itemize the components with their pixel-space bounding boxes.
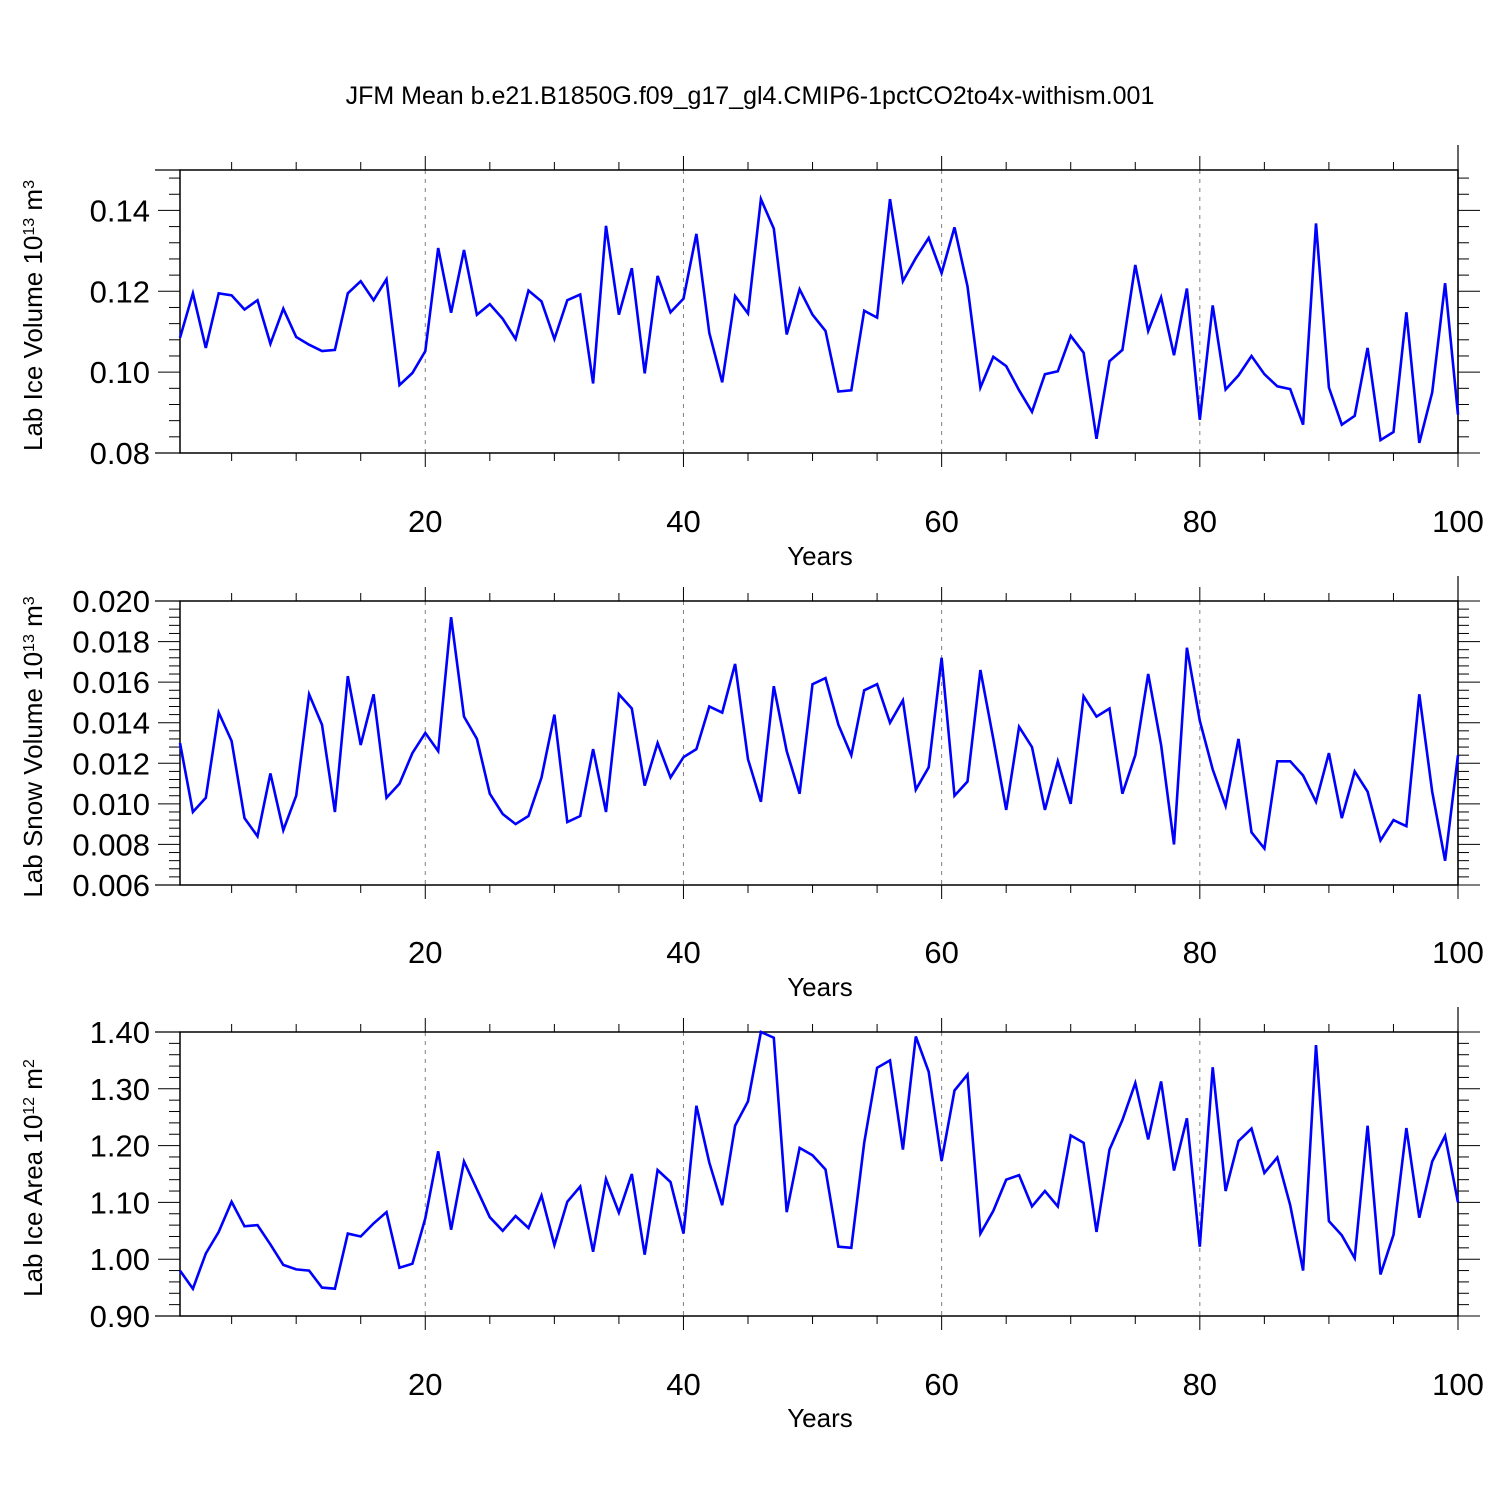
y-tick-label: 0.018 <box>72 625 150 660</box>
y-tick-label: 0.12 <box>90 274 150 309</box>
x-axis-title: Years <box>787 541 853 571</box>
x-tick-label: 100 <box>1432 935 1484 970</box>
x-axis-title: Years <box>787 1403 853 1433</box>
x-tick-label: 60 <box>924 504 958 539</box>
panel-ice-volume: 20 40 60 80 100 0.08 0.10 0.12 0.14 Years Lab Ice … <box>18 145 1484 571</box>
x-tick-label: 40 <box>666 1367 700 1402</box>
x-tick-label: 60 <box>924 1367 958 1402</box>
x-tick-label: 40 <box>666 504 700 539</box>
x-tick-label: 60 <box>924 935 958 970</box>
x-axis-title: Years <box>787 972 853 1002</box>
y-tick-label: 1.10 <box>90 1185 150 1220</box>
plot-frame <box>179 1031 1459 1317</box>
y-axis-title: Lab Snow Volume 1013 m3 <box>18 596 48 897</box>
figure-title: JFM Mean b.e21.B1850G.f09_g17_gl4.CMIP6-… <box>345 82 1155 110</box>
y-tick-label: 0.10 <box>90 355 150 390</box>
plot-frame <box>179 169 1459 454</box>
y-tick-label: 1.40 <box>90 1015 150 1050</box>
x-tick-label: 100 <box>1432 1367 1484 1402</box>
y-tick-label: 0.010 <box>72 787 150 822</box>
series-line-ice-volume <box>178 194 1460 444</box>
x-tick-label: 20 <box>408 935 442 970</box>
panel-snow-volume: 20 40 60 80 100 0.006 0.008 0.010 0.012 0.014 0.01… <box>18 576 1484 1002</box>
x-tick-label: 80 <box>1183 935 1217 970</box>
y-tick-label: 0.14 <box>90 193 150 228</box>
y-tick-label: 0.08 <box>90 436 150 471</box>
y-tick-label: 1.20 <box>90 1129 150 1164</box>
x-tick-label: 100 <box>1432 504 1484 539</box>
y-tick-label: 0.016 <box>72 665 150 700</box>
x-tick-label: 20 <box>408 504 442 539</box>
panel-ice-area: 20 40 60 80 100 0.90 1.00 1.10 1.20 1.30 1.40 Years… <box>18 1007 1484 1433</box>
y-tick-label: 1.30 <box>90 1072 150 1107</box>
y-tick-label: 0.006 <box>72 868 150 903</box>
x-tick-label: 40 <box>666 935 700 970</box>
y-axis-title: Lab Ice Area 1012 m2 <box>18 1059 48 1297</box>
series-line-ice-area <box>178 1030 1460 1292</box>
y-tick-label: 0.012 <box>72 746 150 781</box>
y-tick-label: 0.020 <box>72 584 150 619</box>
y-tick-label: 1.00 <box>90 1242 150 1277</box>
y-tick-label: 0.014 <box>72 706 150 741</box>
y-axis-title: Lab Ice Volume 1013 m3 <box>18 180 48 451</box>
y-tick-label: 0.90 <box>90 1299 150 1334</box>
y-tick-label: 0.008 <box>72 827 150 862</box>
series-line-snow-volume <box>178 617 1460 861</box>
x-tick-label: 80 <box>1183 504 1217 539</box>
x-tick-label: 20 <box>408 1367 442 1402</box>
x-tick-label: 80 <box>1183 1367 1217 1402</box>
